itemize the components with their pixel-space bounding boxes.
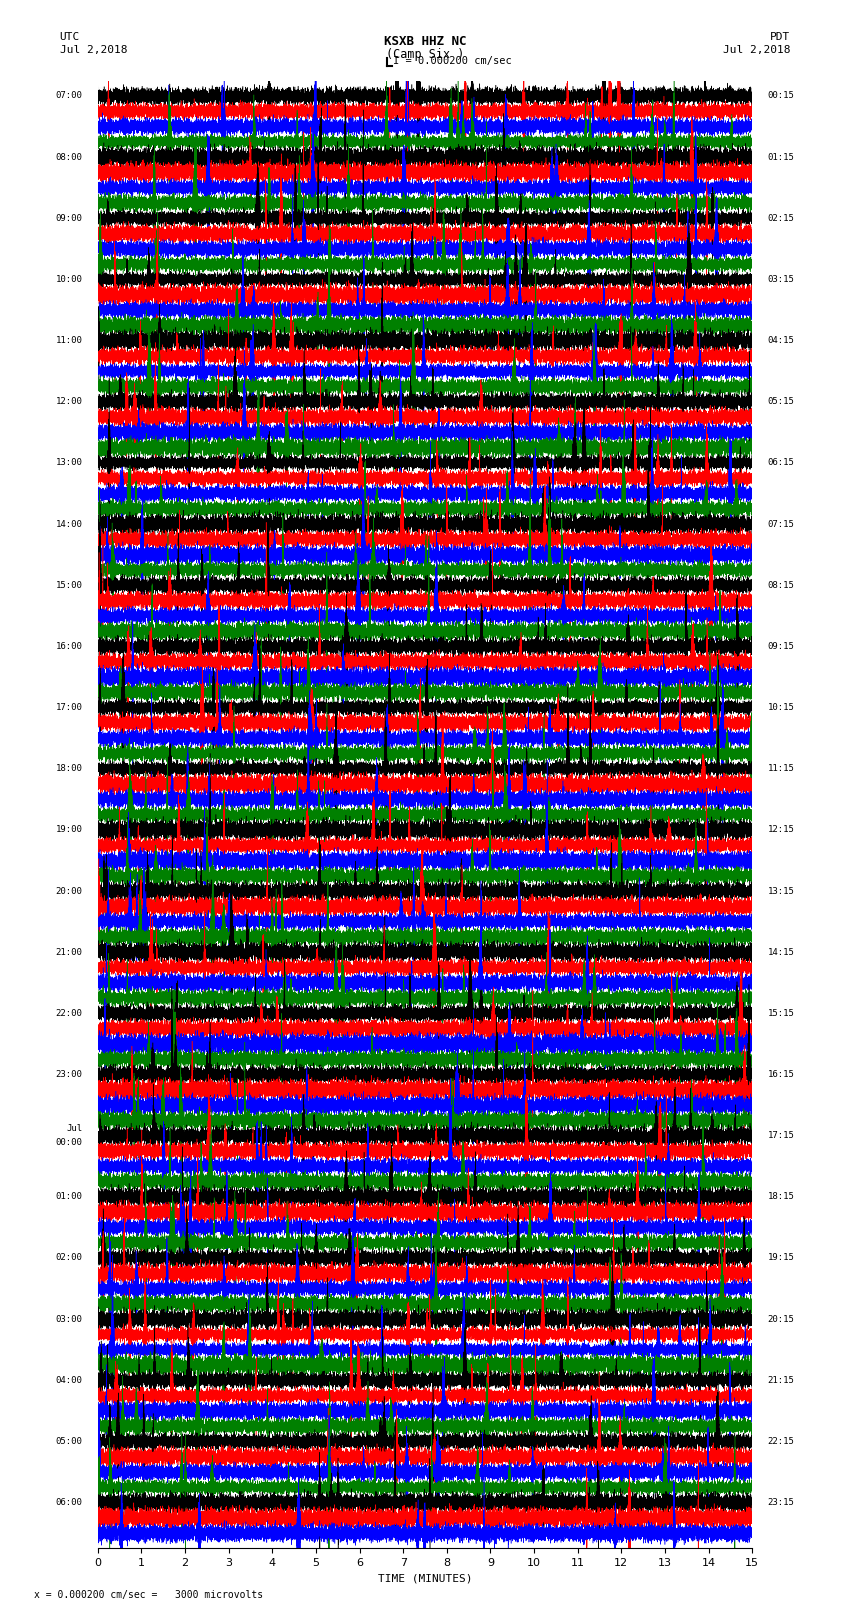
Text: 23:15: 23:15 <box>768 1498 795 1507</box>
Text: 12:15: 12:15 <box>768 826 795 834</box>
Text: 13:00: 13:00 <box>55 458 82 468</box>
Text: 17:00: 17:00 <box>55 703 82 711</box>
Text: UTC: UTC <box>60 32 80 42</box>
Text: 19:00: 19:00 <box>55 826 82 834</box>
Text: 00:15: 00:15 <box>768 92 795 100</box>
Text: 16:00: 16:00 <box>55 642 82 652</box>
Text: 09:15: 09:15 <box>768 642 795 652</box>
Text: I = 0.000200 cm/sec: I = 0.000200 cm/sec <box>393 56 512 66</box>
Text: 23:00: 23:00 <box>55 1069 82 1079</box>
Text: 12:00: 12:00 <box>55 397 82 406</box>
Text: 13:15: 13:15 <box>768 887 795 895</box>
Text: 01:15: 01:15 <box>768 153 795 161</box>
Text: Jul 2,2018: Jul 2,2018 <box>60 45 127 55</box>
Text: 05:15: 05:15 <box>768 397 795 406</box>
Text: 08:15: 08:15 <box>768 581 795 590</box>
Text: 21:00: 21:00 <box>55 948 82 957</box>
Text: 06:15: 06:15 <box>768 458 795 468</box>
Text: 16:15: 16:15 <box>768 1069 795 1079</box>
Text: KSXB HHZ NC: KSXB HHZ NC <box>383 35 467 48</box>
Text: 10:15: 10:15 <box>768 703 795 711</box>
Text: 10:00: 10:00 <box>55 274 82 284</box>
Text: 20:00: 20:00 <box>55 887 82 895</box>
Text: 18:15: 18:15 <box>768 1192 795 1202</box>
Text: 22:00: 22:00 <box>55 1008 82 1018</box>
Text: 05:00: 05:00 <box>55 1437 82 1445</box>
Text: 14:00: 14:00 <box>55 519 82 529</box>
X-axis label: TIME (MINUTES): TIME (MINUTES) <box>377 1574 473 1584</box>
Text: 15:00: 15:00 <box>55 581 82 590</box>
Text: 06:00: 06:00 <box>55 1498 82 1507</box>
Text: 17:15: 17:15 <box>768 1131 795 1140</box>
Text: 08:00: 08:00 <box>55 153 82 161</box>
Text: 07:15: 07:15 <box>768 519 795 529</box>
Text: 22:15: 22:15 <box>768 1437 795 1445</box>
Text: Jul: Jul <box>66 1124 82 1134</box>
Text: 11:15: 11:15 <box>768 765 795 773</box>
Text: 14:15: 14:15 <box>768 948 795 957</box>
Text: x = 0.000200 cm/sec =   3000 microvolts: x = 0.000200 cm/sec = 3000 microvolts <box>34 1590 264 1600</box>
Text: 04:15: 04:15 <box>768 336 795 345</box>
Text: 18:00: 18:00 <box>55 765 82 773</box>
Text: 09:00: 09:00 <box>55 215 82 223</box>
Text: 02:15: 02:15 <box>768 215 795 223</box>
Text: (Camp Six ): (Camp Six ) <box>386 48 464 61</box>
Text: 01:00: 01:00 <box>55 1192 82 1202</box>
Text: 04:00: 04:00 <box>55 1376 82 1386</box>
Text: 15:15: 15:15 <box>768 1008 795 1018</box>
Text: PDT: PDT <box>770 32 790 42</box>
Text: 03:15: 03:15 <box>768 274 795 284</box>
Text: 21:15: 21:15 <box>768 1376 795 1386</box>
Text: 02:00: 02:00 <box>55 1253 82 1263</box>
Text: 19:15: 19:15 <box>768 1253 795 1263</box>
Text: Jul 2,2018: Jul 2,2018 <box>723 45 791 55</box>
Text: 20:15: 20:15 <box>768 1315 795 1324</box>
Text: 07:00: 07:00 <box>55 92 82 100</box>
Text: 03:00: 03:00 <box>55 1315 82 1324</box>
Text: 11:00: 11:00 <box>55 336 82 345</box>
Text: 00:00: 00:00 <box>55 1137 82 1147</box>
